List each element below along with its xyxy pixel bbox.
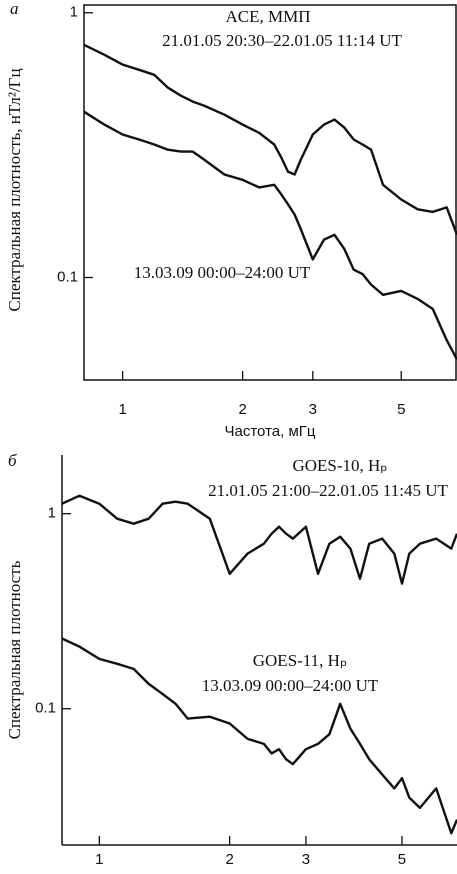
y-tick-label: 1 — [48, 505, 56, 522]
x-tick-label: 1 — [118, 401, 126, 418]
x-tick-label: 3 — [302, 851, 310, 868]
series-line — [83, 110, 457, 361]
annotation: 13.03.09 00:00–24:00 UT — [202, 676, 379, 695]
x-tick-label: 3 — [309, 401, 317, 418]
annotation: GOES-11, Hₚ — [253, 651, 347, 670]
series-line — [83, 43, 457, 236]
panel-label: б — [8, 451, 17, 470]
annotation: 21.01.05 21:00–22.01.05 11:45 UT — [208, 481, 448, 500]
y-tick-label: 0.1 — [35, 700, 56, 717]
x-tick-label: 2 — [238, 401, 246, 418]
annotation: 13.03.09 00:00–24:00 UT — [134, 263, 311, 282]
panel-label: а — [10, 0, 19, 18]
y-tick-label: 0.1 — [57, 268, 78, 285]
plot-frame — [83, 4, 457, 381]
y-axis-label: Спектральная плотность, нТл²/Гц — [5, 68, 24, 311]
series-line — [61, 494, 457, 585]
annotation: ACE, ММП — [225, 7, 310, 26]
series-line — [61, 637, 457, 835]
y-axis-label: Спектральная плотность — [5, 560, 24, 739]
annotation: GOES-10, Hₚ — [292, 456, 387, 475]
x-tick-label: 2 — [225, 851, 233, 868]
x-axis-label: Частота, мГц — [225, 423, 316, 440]
annotation: 21.01.05 20:30–22.01.05 11:14 UT — [162, 31, 402, 50]
y-tick-label: 1 — [70, 4, 78, 21]
x-tick-label: 5 — [397, 401, 405, 418]
x-tick-label: 1 — [95, 851, 103, 868]
x-tick-label: 5 — [398, 851, 406, 868]
